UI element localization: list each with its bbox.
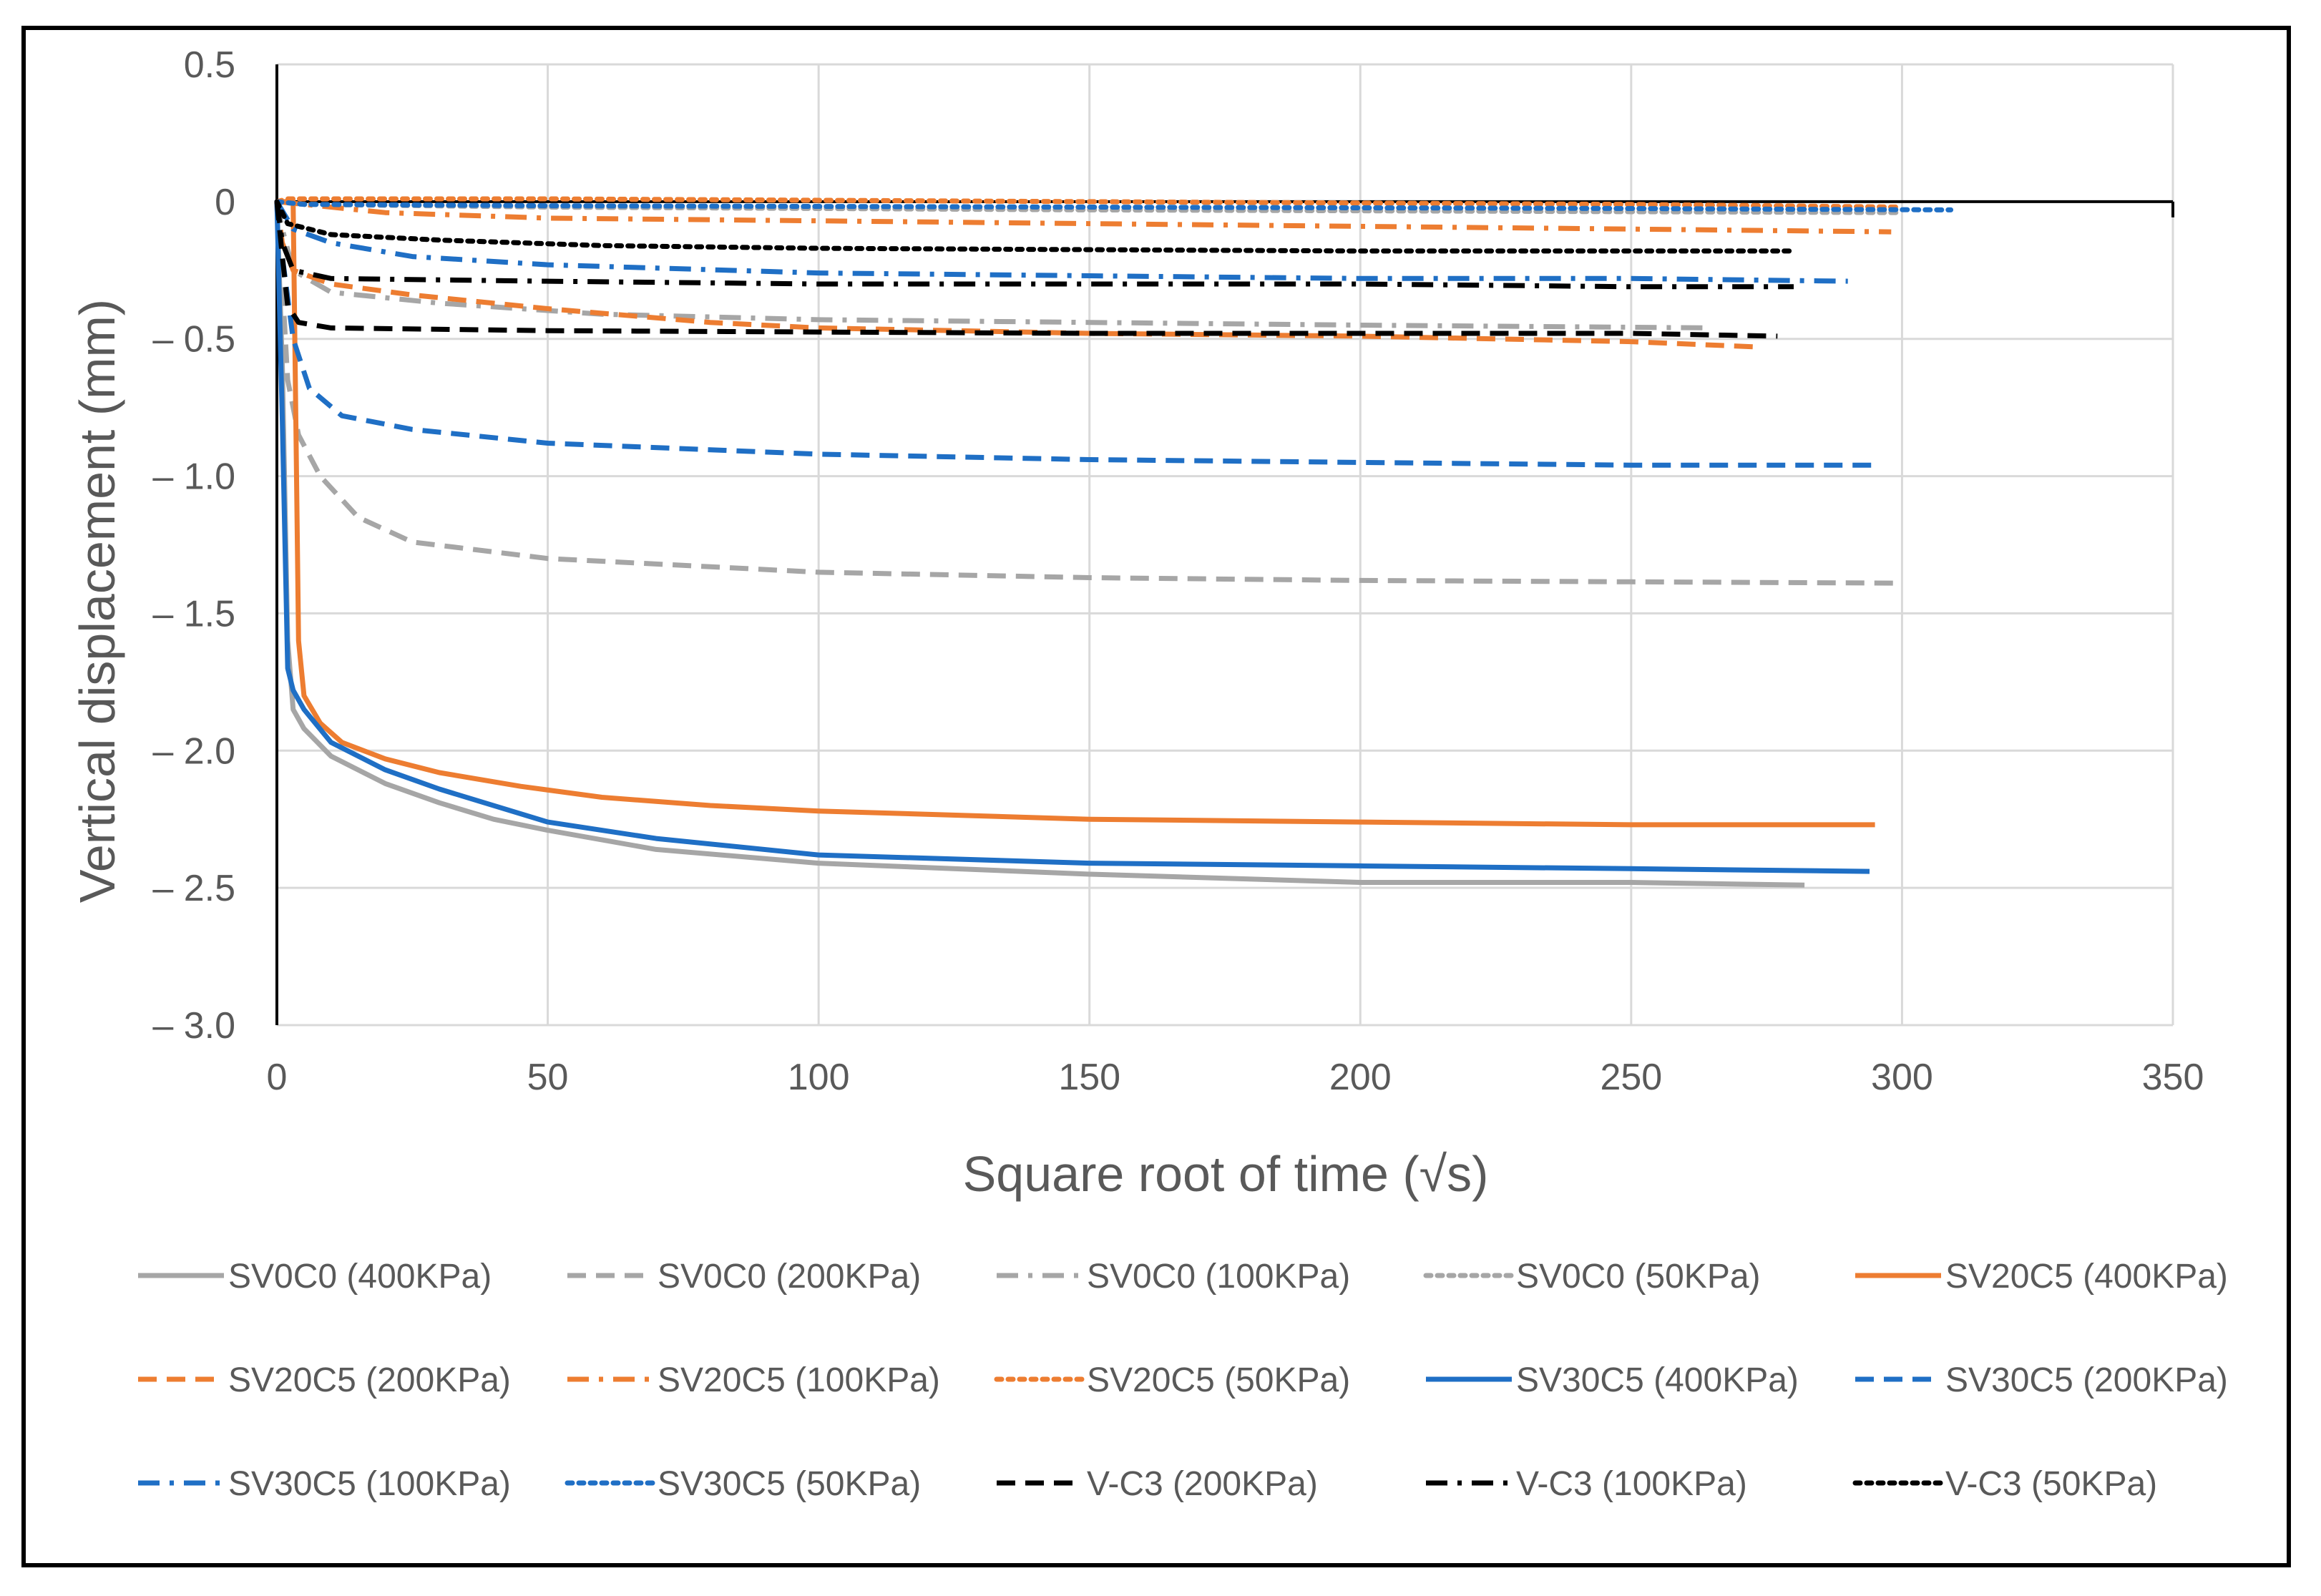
y-tick-label: – 2.5	[152, 868, 235, 909]
y-tick-label: 0.5	[184, 44, 235, 86]
x-tick-label: 250	[1600, 1057, 1662, 1098]
y-axis-title: Vertical displacement (mm)	[69, 299, 125, 903]
legend-label: SV30C5 (100KPa)	[228, 1465, 511, 1503]
y-tick-label: – 2.0	[152, 730, 235, 772]
legend-label: SV0C0 (100KPa)	[1087, 1258, 1350, 1296]
x-tick-labels: 0 50 100 150 200 250 300 350	[267, 1057, 2204, 1098]
series-line-2	[274, 201, 1902, 586]
legend-label: SV0C0 (50KPa)	[1516, 1258, 1761, 1296]
legend-label: SV0C0 (400KPa)	[228, 1258, 492, 1296]
series-line-15	[274, 199, 1797, 254]
series-line-5	[277, 199, 1875, 828]
series-line-11	[274, 200, 1848, 284]
series-line-3	[274, 201, 1713, 331]
legend-label: SV0C0 (200KPa)	[658, 1258, 921, 1296]
y-tick-label: – 3.0	[152, 1005, 235, 1047]
legend: SV0C0 (400KPa) SV0C0 (200KPa) SV0C0 (100KP…	[138, 1258, 2228, 1503]
y-tick-labels: 0.5 0 – 0.5 – 1.0 – 1.5 – 2.0 – 2.5 – 3.0	[152, 44, 235, 1047]
legend-label: SV20C5 (50KPa)	[1087, 1361, 1350, 1399]
legend-label: SV20C5 (100KPa)	[658, 1361, 940, 1399]
legend-label: SV30C5 (50KPa)	[658, 1465, 921, 1503]
legend-label: SV30C5 (200KPa)	[1945, 1361, 2228, 1399]
series-line-7	[276, 199, 1892, 235]
legend-label: SV30C5 (400KPa)	[1516, 1361, 1799, 1399]
x-tick-label: 50	[527, 1057, 569, 1098]
x-tick-label: 200	[1329, 1057, 1392, 1098]
x-tick-label: 150	[1058, 1057, 1120, 1098]
x-tick-label: 0	[267, 1057, 288, 1098]
figure-frame	[21, 26, 2291, 1567]
series-line-9	[274, 201, 1870, 874]
series-line-13	[274, 201, 1778, 339]
series-line-12	[274, 199, 1954, 212]
legend-label: V-C3 (50KPa)	[1945, 1465, 2157, 1503]
y-tick-label: 0	[215, 182, 235, 223]
x-axis-title: Square root of time (√s)	[963, 1146, 1489, 1202]
legend-label: SV20C5 (200KPa)	[228, 1361, 511, 1399]
x-tick-label: 100	[788, 1057, 850, 1098]
series-lines	[274, 196, 1954, 888]
legend-label: SV20C5 (400KPa)	[1945, 1258, 2228, 1296]
series-line-8	[274, 196, 1905, 210]
x-tick-label: 300	[1871, 1057, 1933, 1098]
legend-label: V-C3 (100KPa)	[1516, 1465, 1747, 1503]
legend-label: V-C3 (200KPa)	[1087, 1465, 1318, 1503]
y-tick-label: – 0.5	[152, 319, 235, 361]
x-tick-label: 350	[2142, 1057, 2204, 1098]
series-line-10	[274, 201, 1881, 468]
series-line-14	[274, 201, 1794, 290]
y-tick-label: – 1.5	[152, 593, 235, 635]
y-tick-label: – 1.0	[152, 456, 235, 498]
